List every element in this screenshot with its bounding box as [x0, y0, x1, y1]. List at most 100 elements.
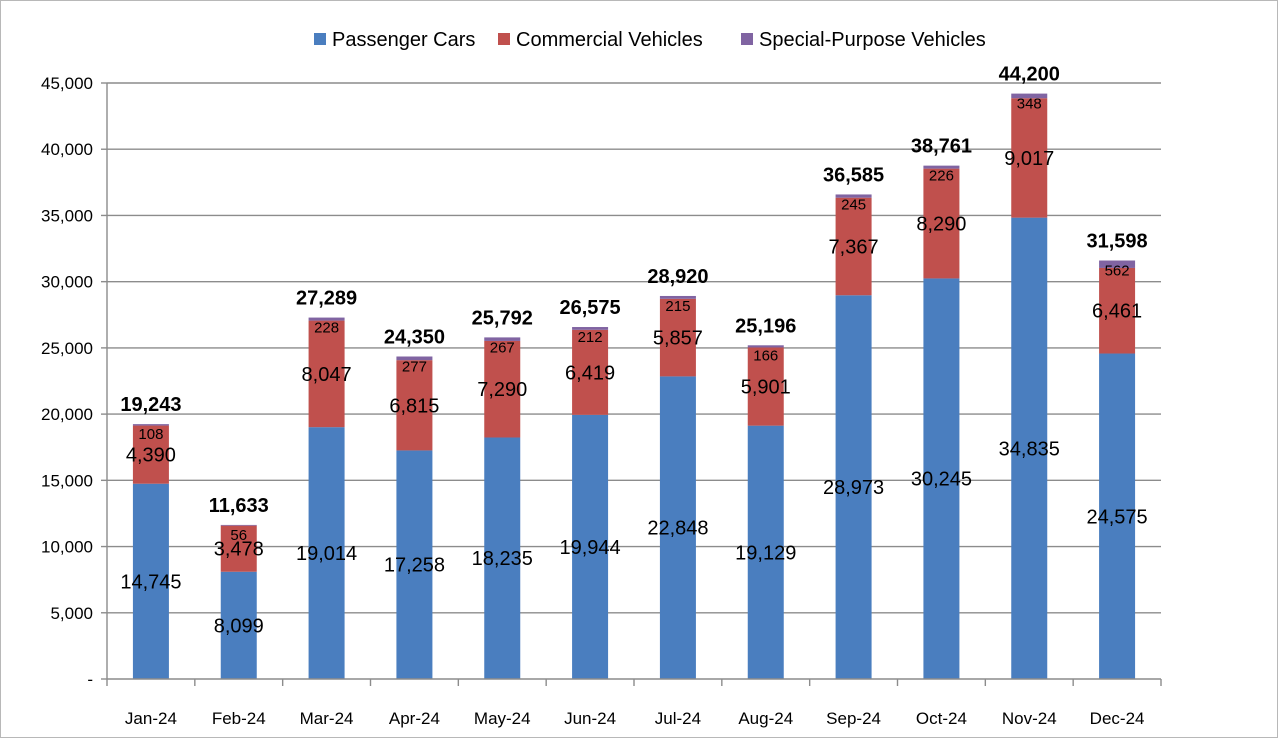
axes: - 5,000 10,000 15,000 20,000 25,000 30,000 35,0…: [41, 74, 1162, 728]
bar-passenger-cars-2: [308, 427, 345, 679]
total-label-2: 27,289: [296, 288, 357, 310]
bar-special-purpose-vehicles-9: [923, 165, 960, 169]
legend: Passenger Cars Commercial Vehicles Special…: [314, 29, 986, 51]
total-label-9: 38,761: [911, 136, 972, 158]
data-label-0-3: 17,258: [384, 555, 445, 577]
data-label-0-8: 28,973: [823, 477, 884, 499]
data-label-2-1: 56: [230, 527, 247, 544]
bar-special-purpose-vehicles-8: [835, 194, 872, 198]
y-tick-label-4: 20,000: [41, 405, 93, 424]
data-label-0-10: 34,835: [999, 438, 1060, 460]
legend-swatch-1: [498, 33, 510, 45]
bar-passenger-cars-5: [572, 414, 609, 679]
data-label-0-5: 19,944: [559, 537, 620, 559]
x-tick-label-2: Mar-24: [300, 709, 354, 728]
bar-special-purpose-vehicles-10: [1011, 93, 1048, 99]
y-tick-label-7: 35,000: [41, 206, 93, 225]
x-tick-label-3: Apr-24: [389, 709, 440, 728]
data-label-2-6: 215: [665, 298, 690, 315]
bar-commercial-vehicles-3: [396, 360, 433, 451]
bar-commercial-vehicles-7: [747, 347, 784, 426]
data-label-1-11: 6,461: [1092, 301, 1142, 323]
y-tick-label-3: 15,000: [41, 471, 93, 490]
x-tick-label-0: Jan-24: [125, 709, 177, 728]
data-label-0-0: 14,745: [120, 571, 181, 593]
bar-passenger-cars-9: [923, 278, 960, 679]
x-tick-label-4: May-24: [474, 709, 531, 728]
bar-special-purpose-vehicles-0: [132, 424, 169, 426]
data-label-0-7: 19,129: [735, 542, 796, 564]
total-label-6: 28,920: [647, 266, 708, 288]
data-label-0-2: 19,014: [296, 543, 357, 565]
bar-passenger-cars-7: [747, 425, 784, 679]
y-tick-label-2: 10,000: [41, 538, 93, 557]
data-label-1-0: 4,390: [126, 445, 176, 467]
bar-commercial-vehicles-2: [308, 320, 345, 428]
data-label-1-3: 6,815: [389, 395, 439, 417]
y-tick-label-6: 30,000: [41, 273, 93, 292]
data-label-2-3: 277: [402, 358, 427, 375]
bar-passenger-cars-11: [1099, 353, 1136, 679]
total-label-8: 36,585: [823, 164, 884, 186]
data-label-2-8: 245: [841, 196, 866, 213]
total-label-3: 24,350: [384, 326, 445, 348]
data-label-2-10: 348: [1017, 96, 1042, 113]
data-label-1-6: 5,857: [653, 328, 703, 350]
bar-special-purpose-vehicles-7: [747, 345, 784, 348]
bar-commercial-vehicles-11: [1099, 267, 1136, 354]
bar-passenger-cars-8: [835, 295, 872, 679]
data-label-1-2: 8,047: [302, 364, 352, 386]
legend-label-0: Passenger Cars: [332, 29, 475, 51]
data-label-1-10: 9,017: [1004, 148, 1054, 170]
total-label-10: 44,200: [999, 64, 1060, 86]
x-tick-label-5: Jun-24: [564, 709, 616, 728]
legend-label-1: Commercial Vehicles: [516, 29, 703, 51]
data-label-1-1: 3,478: [214, 539, 264, 561]
x-tick-label-8: Sep-24: [826, 709, 881, 728]
total-label-4: 25,792: [472, 307, 533, 329]
data-label-0-4: 18,235: [472, 548, 533, 570]
y-tick-label-5: 25,000: [41, 339, 93, 358]
legend-swatch-0: [314, 33, 326, 45]
bar-commercial-vehicles-5: [572, 329, 609, 415]
bar-special-purpose-vehicles-5: [572, 327, 609, 330]
bar-commercial-vehicles-8: [835, 197, 872, 296]
bar-commercial-vehicles-9: [923, 168, 960, 279]
data-label-0-11: 24,575: [1086, 506, 1147, 528]
bar-special-purpose-vehicles-1: [220, 524, 257, 526]
y-tick-label-9: 45,000: [41, 74, 93, 93]
bar-commercial-vehicles-0: [132, 425, 169, 484]
total-label-5: 26,575: [559, 297, 620, 319]
data-label-1-7: 5,901: [741, 377, 791, 399]
legend-swatch-2: [741, 33, 753, 45]
y-tick-label-1: 5,000: [50, 604, 93, 623]
data-label-2-2: 228: [314, 320, 339, 337]
bar-special-purpose-vehicles-6: [659, 295, 696, 299]
data-label-2-4: 267: [490, 339, 515, 356]
data-label-1-8: 7,367: [829, 236, 879, 258]
bar-special-purpose-vehicles-11: [1099, 260, 1136, 268]
x-tick-label-9: Oct-24: [916, 709, 967, 728]
bar-commercial-vehicles-4: [484, 340, 521, 438]
data-label-2-0: 108: [138, 426, 163, 443]
bar-passenger-cars-3: [396, 450, 433, 679]
x-tick-label-6: Jul-24: [655, 709, 701, 728]
total-label-1: 11,633: [209, 495, 269, 517]
bar-commercial-vehicles-6: [659, 298, 696, 377]
data-label-2-11: 562: [1105, 263, 1130, 280]
total-label-11: 31,598: [1086, 231, 1147, 253]
bar-commercial-vehicles-1: [220, 525, 257, 572]
legend-label-2: Special-Purpose Vehicles: [759, 29, 986, 51]
bar-passenger-cars-10: [1011, 217, 1048, 680]
x-tick-label-11: Dec-24: [1090, 709, 1145, 728]
bar-passenger-cars-0: [132, 483, 169, 679]
data-label-2-7: 166: [753, 347, 778, 364]
data-label-0-1: 8,099: [214, 615, 264, 637]
data-label-1-5: 6,419: [565, 362, 615, 384]
x-tick-label-7: Aug-24: [738, 709, 793, 728]
total-label-7: 25,196: [735, 315, 796, 337]
bar-commercial-vehicles-10: [1011, 98, 1048, 218]
